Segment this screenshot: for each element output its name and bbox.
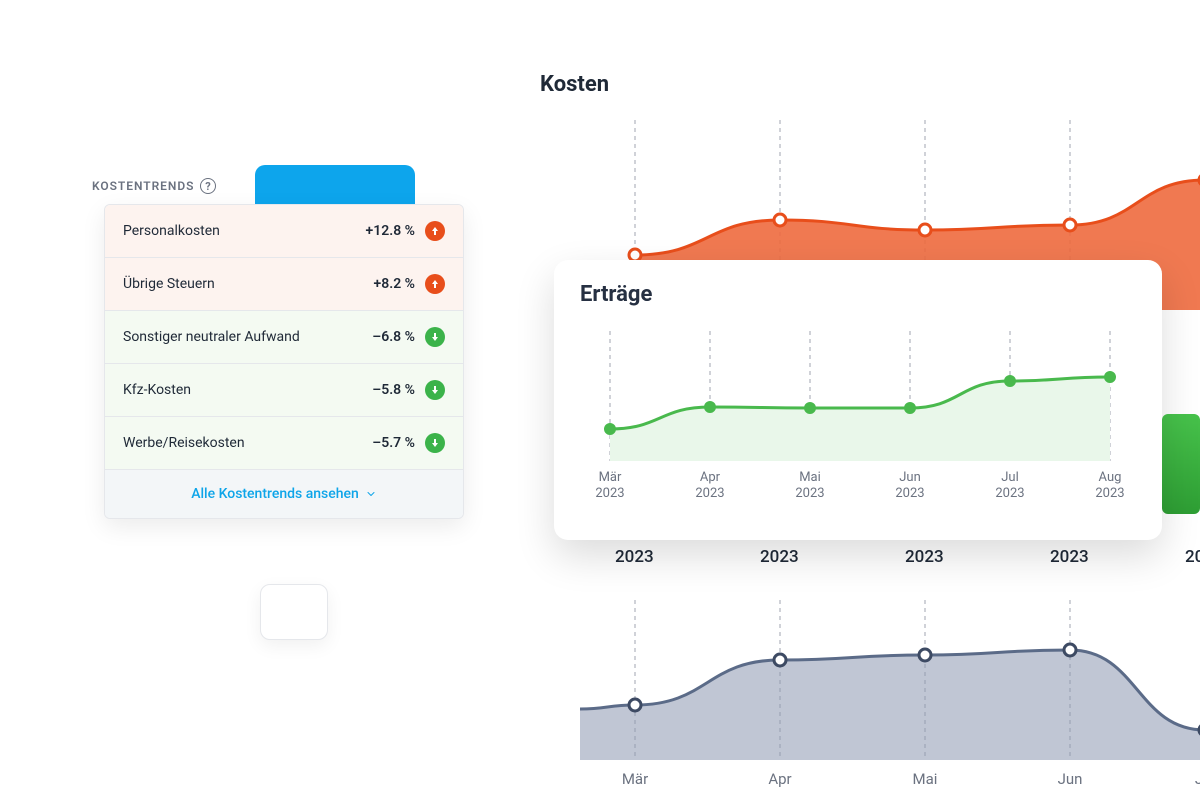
year-label: 2023 <box>760 547 799 567</box>
arrow-down-icon <box>425 433 445 453</box>
decorative-green-block <box>1162 414 1200 514</box>
help-icon[interactable]: ? <box>200 178 216 194</box>
trend-row-label: Kfz-Kosten <box>123 382 191 398</box>
arrow-down-icon <box>425 380 445 400</box>
ertrage-card: Erträge Mär2023Apr2023Mai2023Jun2023Jul2… <box>554 260 1162 540</box>
svg-text:2023: 2023 <box>595 486 624 501</box>
year-label: 2023 <box>1185 547 1200 567</box>
month-label: Jun <box>1058 770 1083 788</box>
arrow-down-icon <box>425 327 445 347</box>
trend-row[interactable]: Übrige Steuern +8.2 % <box>105 258 463 311</box>
month-label: Apr <box>768 770 791 788</box>
svg-text:Aug: Aug <box>1099 470 1122 485</box>
trend-row[interactable]: Kfz-Kosten –5.8 % <box>105 364 463 417</box>
ertrage-title: Erträge <box>580 282 1136 307</box>
svg-text:Apr: Apr <box>700 470 721 485</box>
month-label: Mai <box>913 770 938 788</box>
year-label: 2023 <box>1050 547 1089 567</box>
svg-text:2023: 2023 <box>1095 486 1124 501</box>
year-label: 2023 <box>905 547 944 567</box>
trend-row-value: +12.8 % <box>366 223 415 239</box>
year-label: 2023 <box>615 547 654 567</box>
kosten-chart-title: Kosten <box>540 72 609 97</box>
trend-row-value: –5.7 % <box>372 435 415 451</box>
arrow-up-icon <box>425 274 445 294</box>
trend-row[interactable]: Werbe/Reisekosten –5.7 % <box>105 417 463 470</box>
trend-row-value: –6.8 % <box>372 329 415 345</box>
trends-header-title: KOSTENTRENDS <box>92 179 194 193</box>
trend-row-label: Personalkosten <box>123 223 220 239</box>
trend-row[interactable]: Sonstiger neutraler Aufwand –6.8 % <box>105 311 463 364</box>
trend-row[interactable]: Personalkosten +12.8 % <box>105 205 463 258</box>
svg-text:2023: 2023 <box>995 486 1024 501</box>
chevron-down-icon <box>365 488 377 500</box>
arrow-up-icon <box>425 221 445 241</box>
svg-text:Jul: Jul <box>1001 470 1019 485</box>
svg-text:2023: 2023 <box>695 486 724 501</box>
trend-row-label: Übrige Steuern <box>123 276 215 292</box>
svg-text:Jun: Jun <box>899 470 921 485</box>
ertrage-chart-svg: Mär2023Apr2023Mai2023Jun2023Jul2023Aug20… <box>580 311 1136 511</box>
view-all-trends-button[interactable]: Alle Kostentrends ansehen <box>105 470 463 518</box>
svg-text:2023: 2023 <box>795 486 824 501</box>
svg-text:Mai: Mai <box>799 470 821 485</box>
svg-text:2023: 2023 <box>895 486 924 501</box>
month-label: Jul <box>1195 770 1200 788</box>
cost-trends-panel: Personalkosten +12.8 % Übrige Steuern +8.2 … <box>104 204 464 519</box>
trend-row-label: Sonstiger neutraler Aufwand <box>123 329 300 345</box>
trend-row-value: –5.8 % <box>372 382 415 398</box>
trend-row-value: +8.2 % <box>374 276 415 292</box>
month-label: Mär <box>622 770 648 788</box>
svg-text:Mär: Mär <box>599 470 622 485</box>
decorative-card-stub <box>260 584 328 640</box>
trend-row-label: Werbe/Reisekosten <box>123 435 245 451</box>
trend-footer-label: Alle Kostentrends ansehen <box>191 486 359 502</box>
